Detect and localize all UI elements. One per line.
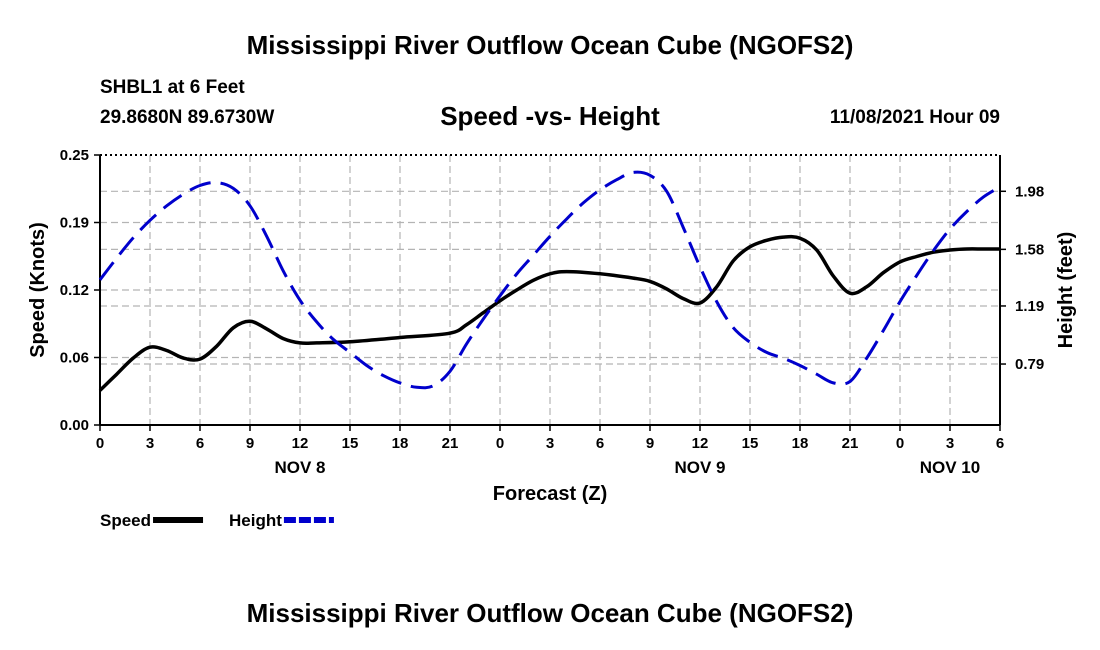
x-tick-label: 9 [646,435,654,452]
series-line-height [98,170,1001,390]
x-day-label: NOV 8 [274,458,325,477]
chart-title: Mississippi River Outflow Ocean Cube (NG… [246,30,854,60]
x-day-label: NOV 9 [674,458,725,477]
series-line-speed [98,234,1000,392]
y2-tick-label: 0.79 [1015,356,1044,373]
x-tick-label: 0 [96,435,104,452]
x-tick-label: 6 [996,435,1004,452]
x-tick-label: 3 [546,435,554,452]
legend-label-height: Height [229,511,282,530]
x-tick-label: 18 [392,435,409,452]
x-tick-label: 21 [442,435,459,452]
x-tick-label: 15 [342,435,359,452]
y2-tick-label: 1.19 [1015,298,1044,315]
y2-axis-title: Height (feet) [1055,232,1077,349]
forecast-datetime: 11/08/2021 Hour 09 [829,107,1000,128]
x-tick-label: 12 [692,435,709,452]
x-tick-label: 3 [946,435,954,452]
x-tick-label: 12 [292,435,309,452]
x-tick-label: 21 [842,435,859,452]
x-tick-label: 15 [742,435,759,452]
x-tick-label: 6 [596,435,604,452]
x-tick-label: 6 [196,435,204,452]
x-day-label: NOV 10 [920,458,980,477]
y-tick-label: 0.12 [60,282,89,299]
chart-subtitle: Speed -vs- Height [440,101,660,131]
y2-tick-label: 1.58 [1015,241,1044,258]
y2-tick-label: 1.98 [1015,183,1044,200]
x-tick-label: 3 [146,435,154,452]
x-tick-label: 0 [496,435,504,452]
station-coordinates: 29.8680N 89.6730W [100,107,275,128]
footer-title: Mississippi River Outflow Ocean Cube (NG… [246,598,854,628]
y-axis-title: Speed (Knots) [27,222,49,358]
y-tick-label: 0.00 [60,417,89,434]
x-tick-label: 0 [896,435,904,452]
x-tick-label: 9 [246,435,254,452]
station-label: SHBL1 at 6 Feet [100,77,245,98]
y-tick-label: 0.06 [60,350,89,367]
y-tick-label: 0.19 [60,215,89,232]
x-tick-label: 18 [792,435,809,452]
x-axis-title: Forecast (Z) [493,483,607,505]
legend-label-speed: Speed [100,511,151,530]
y-tick-label: 0.25 [60,147,89,164]
